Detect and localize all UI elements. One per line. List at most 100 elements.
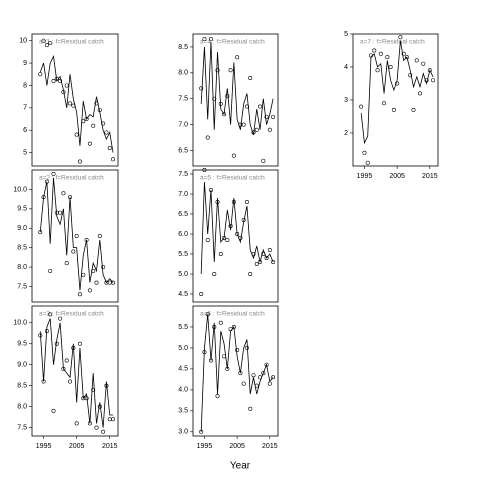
data-point <box>388 65 393 70</box>
data-point <box>104 130 109 135</box>
y-tick-label: 5 <box>23 149 27 156</box>
data-point <box>107 146 112 151</box>
data-point <box>241 122 246 127</box>
data-point <box>48 268 53 273</box>
x-tick-label: 2005 <box>229 443 245 450</box>
data-point <box>202 350 207 355</box>
data-point <box>111 417 116 422</box>
data-point <box>222 236 227 241</box>
data-point <box>84 396 89 401</box>
data-point <box>202 37 207 42</box>
data-point <box>254 261 259 266</box>
data-point <box>205 135 210 140</box>
data-point <box>408 73 413 78</box>
data-point <box>208 358 213 363</box>
data-point <box>258 375 263 380</box>
data-point <box>81 119 86 124</box>
data-point <box>231 200 236 205</box>
data-point <box>58 78 63 83</box>
y-tick-label: 7.5 <box>17 283 27 290</box>
data-point <box>215 200 220 205</box>
y-tick-label: 4 <box>344 64 348 71</box>
y-tick-label: 8.5 <box>17 383 27 390</box>
data-point <box>68 101 73 106</box>
data-point <box>244 104 249 109</box>
data-point <box>202 168 207 173</box>
data-point <box>225 238 230 243</box>
x-tick-label: 1995 <box>36 443 52 450</box>
data-point <box>107 280 112 285</box>
data-point <box>64 261 69 266</box>
data-point <box>61 366 66 371</box>
y-tick-label: 10.0 <box>13 320 27 327</box>
y-tick-label: 8.0 <box>17 264 27 271</box>
data-point <box>199 86 204 91</box>
data-point <box>111 280 116 285</box>
panel-title: a=3 : f=Residual catch <box>39 311 104 318</box>
data-point <box>61 90 66 95</box>
data-point <box>251 130 256 135</box>
y-tick-label: 7 <box>23 105 27 112</box>
data-point <box>264 114 269 119</box>
data-point <box>38 230 43 235</box>
data-point <box>248 271 253 276</box>
y-tick-label: 8.5 <box>17 244 27 251</box>
data-point <box>91 387 96 392</box>
y-tick-label: 5.0 <box>178 271 188 278</box>
data-point <box>359 104 364 109</box>
panel-frame <box>31 305 119 437</box>
data-point <box>261 158 266 163</box>
y-tick-label: 7.5 <box>178 171 188 178</box>
data-point <box>241 218 246 223</box>
panel-title: a=2 : f=Residual catch <box>39 175 104 182</box>
data-point <box>74 234 79 239</box>
y-tick-label: 2 <box>344 130 348 137</box>
series-line <box>200 41 274 136</box>
data-point <box>212 96 217 101</box>
data-point <box>271 114 276 119</box>
data-point <box>375 68 380 73</box>
y-tick-label: 5.5 <box>178 251 188 258</box>
series-line <box>39 55 114 153</box>
data-point <box>208 188 213 193</box>
data-point <box>51 78 56 83</box>
data-point <box>378 51 383 56</box>
series-line <box>360 40 434 145</box>
data-point <box>271 259 276 264</box>
data-point <box>404 55 409 60</box>
data-point <box>77 292 82 297</box>
data-point <box>104 383 109 388</box>
data-point <box>41 379 46 384</box>
y-tick-label: 3.0 <box>178 429 188 436</box>
data-point <box>58 210 63 215</box>
data-point <box>68 195 73 200</box>
data-point <box>271 375 276 380</box>
data-point <box>244 200 249 205</box>
data-point <box>231 324 236 329</box>
series-line <box>39 177 114 291</box>
data-point <box>101 121 106 126</box>
data-point <box>212 324 217 329</box>
data-point <box>61 191 66 196</box>
y-tick-label: 6.5 <box>178 147 188 154</box>
data-point <box>215 394 220 399</box>
data-point <box>235 55 240 60</box>
data-point <box>218 101 223 106</box>
data-point <box>418 91 423 96</box>
data-point <box>248 76 253 81</box>
data-point <box>235 232 240 237</box>
data-point <box>41 195 46 200</box>
x-tick-label: 1995 <box>357 173 373 180</box>
data-point <box>222 112 227 117</box>
data-point <box>401 51 406 56</box>
data-point <box>225 366 230 371</box>
y-tick-label: 10.0 <box>13 186 27 193</box>
data-point <box>368 53 373 58</box>
y-tick-label: 5 <box>344 31 348 38</box>
data-point <box>94 280 99 285</box>
data-point <box>267 381 272 386</box>
y-tick-label: 6.0 <box>178 231 188 238</box>
data-point <box>235 348 240 353</box>
y-tick-label: 4.5 <box>178 291 188 298</box>
